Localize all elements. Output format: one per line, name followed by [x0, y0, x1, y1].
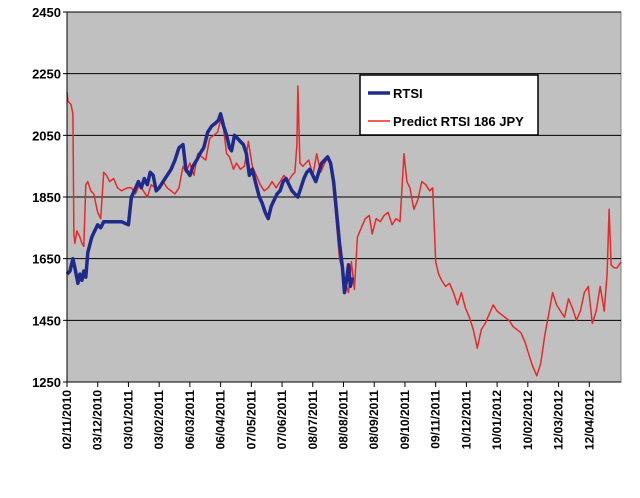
y-tick-label: 2050 [32, 128, 61, 143]
series-layer [65, 85, 622, 377]
legend-label-rtsi: RTSI [393, 86, 423, 101]
x-tick-label: 07/05/2011 [244, 390, 258, 450]
x-tick-label: 10/01/2012 [490, 390, 504, 450]
x-tick-label: 12/03/2012 [552, 390, 566, 450]
x-tick-label: 06/03/2011 [183, 390, 197, 450]
y-tick-label: 1850 [32, 190, 61, 205]
x-tick-label: 03/02/2011 [152, 390, 166, 450]
x-tick-label: 09/11/2011 [429, 390, 443, 449]
x-tick-label: 08/07/2011 [306, 390, 320, 450]
x-tick-label: 10/02/2012 [521, 390, 535, 450]
x-tick-label: 08/09/2011 [367, 390, 381, 450]
x-tick-label: 08/08/2011 [337, 390, 351, 450]
y-tick-label: 1250 [32, 375, 61, 390]
y-tick-label: 1450 [32, 313, 61, 328]
x-tick-label: 07/06/2011 [275, 390, 289, 450]
y-tick-label: 2250 [32, 67, 61, 82]
x-tick-label: 12/04/2012 [582, 390, 596, 450]
x-axis: 02/11/2010 03/12/2010 03/01/2011 03/02/2011… [60, 381, 621, 450]
x-tick-label: 03/01/2011 [121, 390, 135, 450]
legend-label-predict: Predict RTSI 186 JPY [393, 114, 524, 129]
legend: RTSI Predict RTSI 186 JPY [359, 74, 539, 136]
y-tick-label: 2450 [32, 5, 61, 20]
x-tick-label: 03/12/2010 [91, 390, 105, 450]
x-tick-label: 06/04/2011 [214, 390, 228, 450]
x-tick-label: 02/11/2010 [60, 390, 74, 450]
y-axis: 1250 1450 1650 1850 2050 2250 2450 [32, 5, 68, 390]
y-tick-label: 1650 [32, 252, 61, 267]
legend-box [359, 74, 539, 136]
x-tick-label: 09/10/2011 [398, 390, 412, 450]
x-tick-label: 10/12/2011 [459, 390, 473, 450]
series-line-rtsi [65, 112, 355, 295]
